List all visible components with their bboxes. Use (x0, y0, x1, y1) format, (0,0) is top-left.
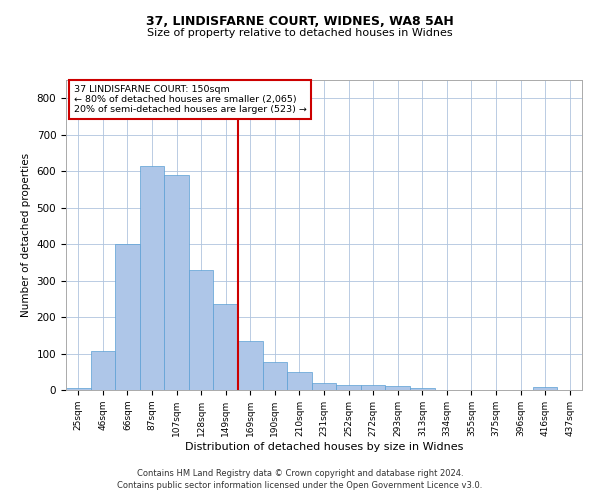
Y-axis label: Number of detached properties: Number of detached properties (21, 153, 31, 317)
Text: Contains HM Land Registry data © Crown copyright and database right 2024.: Contains HM Land Registry data © Crown c… (137, 468, 463, 477)
Bar (66, 388, 91, 390)
Text: Size of property relative to detached houses in Widnes: Size of property relative to detached ho… (147, 28, 453, 38)
Bar (312, 384, 336, 390)
Bar (214, 304, 238, 390)
Bar (287, 372, 312, 390)
Bar (533, 388, 557, 390)
Text: Contains public sector information licensed under the Open Government Licence v3: Contains public sector information licen… (118, 481, 482, 490)
Bar (189, 270, 214, 390)
Bar (385, 386, 410, 390)
Bar (410, 388, 434, 390)
X-axis label: Distribution of detached houses by size in Widnes: Distribution of detached houses by size … (185, 442, 463, 452)
Bar (238, 342, 263, 390)
Bar (115, 244, 140, 390)
Text: 37 LINDISFARNE COURT: 150sqm
← 80% of detached houses are smaller (2,065)
20% of: 37 LINDISFARNE COURT: 150sqm ← 80% of de… (74, 84, 307, 114)
Bar (336, 386, 361, 390)
Bar (361, 386, 385, 390)
Bar (164, 175, 189, 390)
Text: 37, LINDISFARNE COURT, WIDNES, WA8 5AH: 37, LINDISFARNE COURT, WIDNES, WA8 5AH (146, 15, 454, 28)
Bar (91, 351, 115, 390)
Bar (140, 166, 164, 390)
Bar (263, 362, 287, 390)
